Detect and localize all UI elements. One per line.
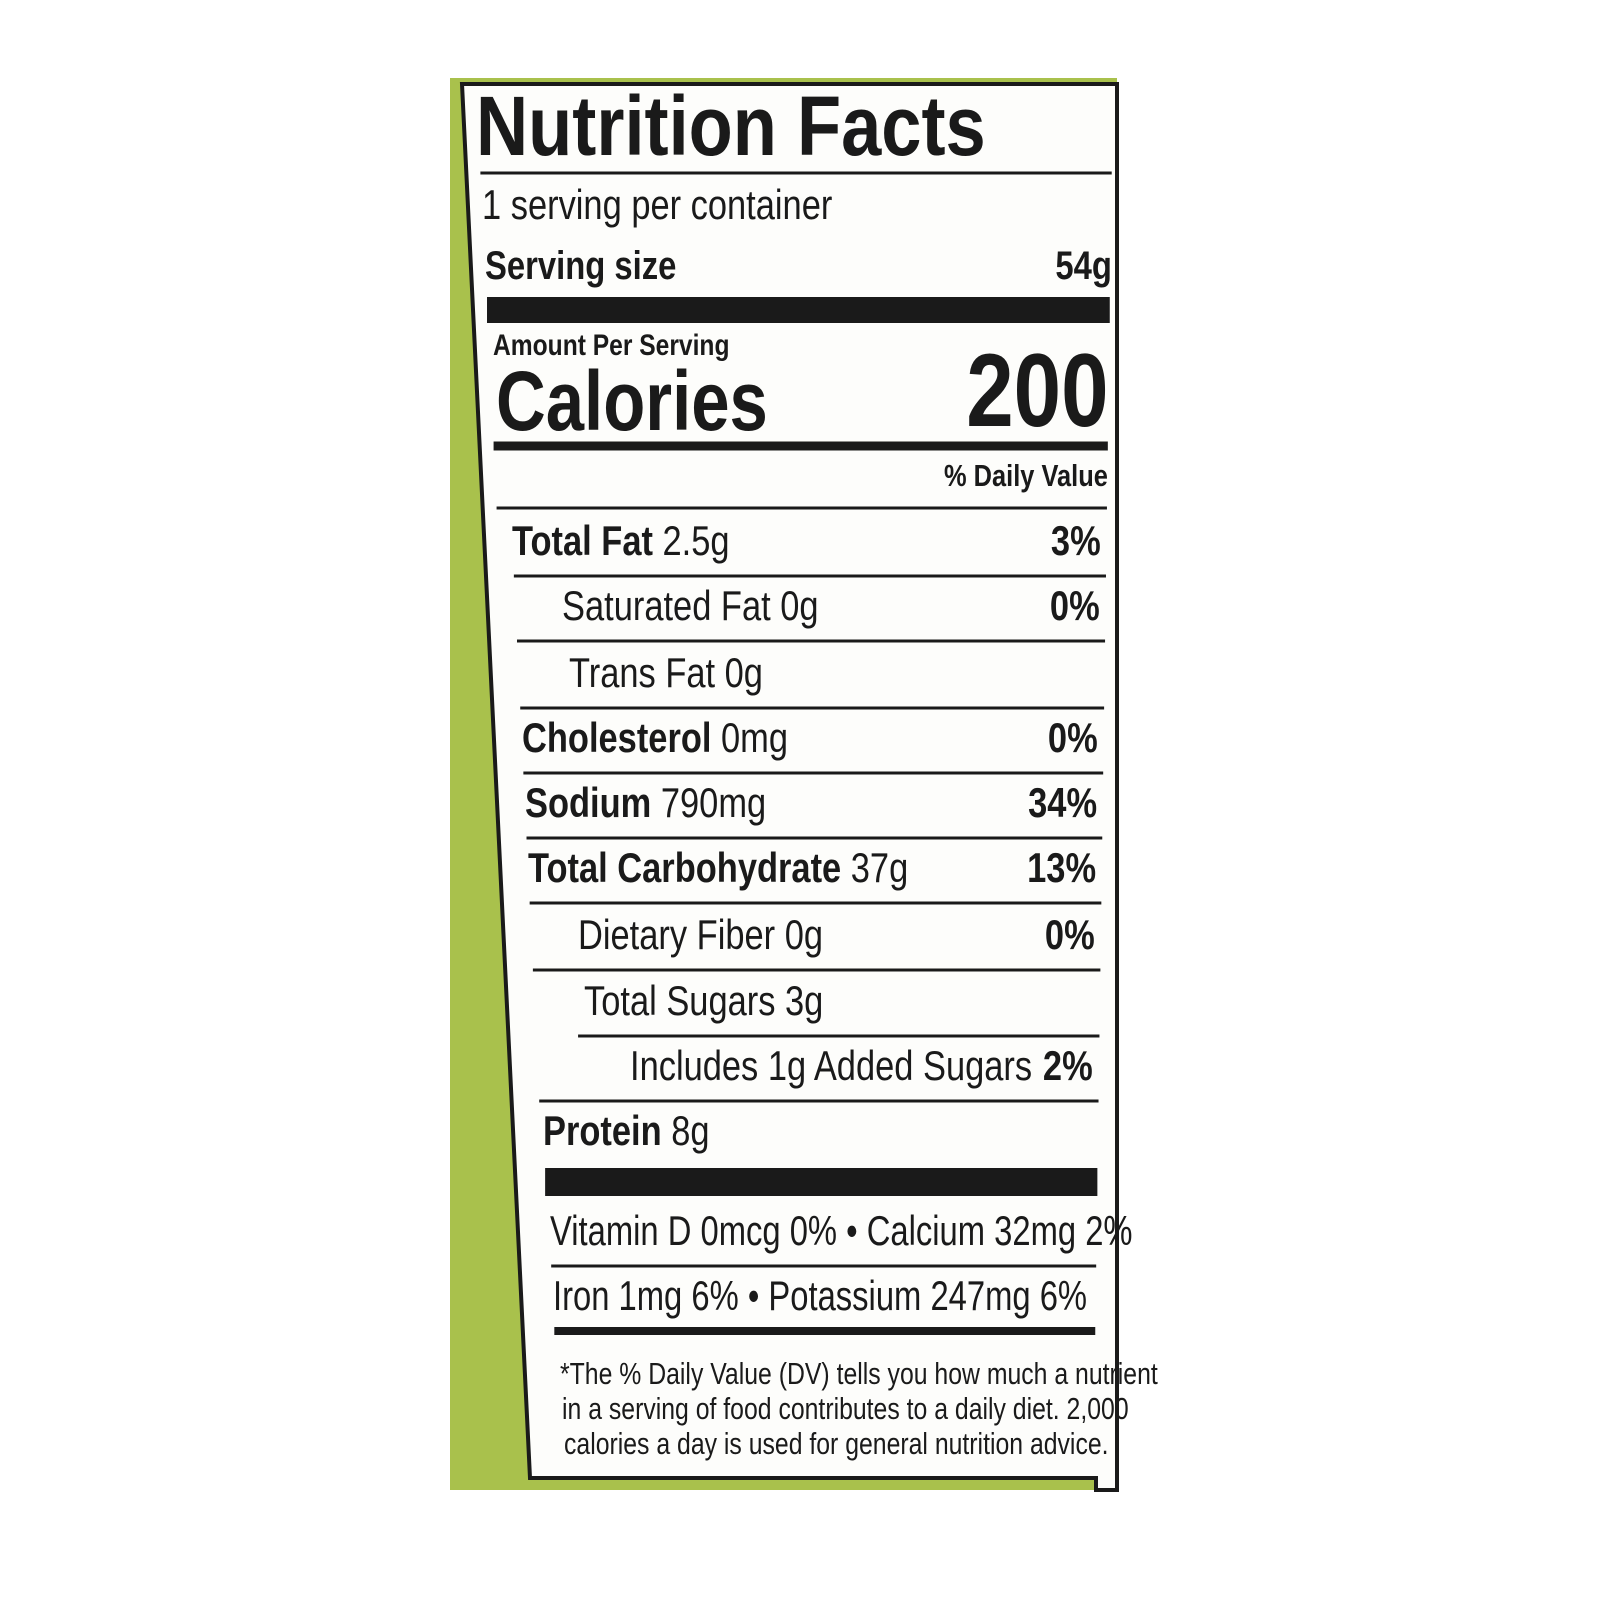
label-background [459,82,1119,1492]
serving-size: 54g [1055,244,1113,288]
dv-header: % Daily Value [943,457,1108,493]
nutrient-dv: 0% [1049,581,1100,629]
nutrient-amount: 8g [670,1106,710,1154]
vitamin-line: Vitamin D 0mcg 0% • Calcium 32mg 2% [549,1206,1133,1254]
vitamin-line: Iron 1mg 6% • Potassium 247mg 6% [552,1271,1087,1319]
nutrient-name: Total Fat 2.5g [512,516,730,564]
nutrient-amount: 37g [850,843,909,891]
nutrient-name: Dietary Fiber 0g [578,910,824,958]
calories-label: Calories [495,353,768,448]
nutrient-name: Total Sugars 3g [584,976,824,1024]
nutrient-name: Total Carbohydrate 37g [528,843,909,891]
nutrient-name: Sodium 790mg [524,778,767,826]
calories: 200 [966,332,1109,449]
footnote-line: calories a day is used for general nutri… [563,1425,1109,1461]
nutrient-dv: 0% [1045,910,1095,958]
nutrient-amount: 790mg [660,778,767,826]
servings: 1 serving per container [482,180,833,228]
nutrient-name: Saturated Fat 0g [562,581,819,629]
footnote-line: *The % Daily Value (DV) tells you how mu… [560,1355,1159,1391]
nutrient-dv: 2% [1043,1041,1093,1089]
nutrient-amount: 0mg [720,713,788,761]
nutrient-dv: 3% [1050,516,1101,564]
nutrient-name: Cholesterol 0mg [521,713,788,761]
serving-size-label: Serving size [484,244,677,288]
nutrient-dv: 13% [1026,843,1096,891]
title: Nutrition Facts [476,78,987,173]
footnote-line: in a serving of food contributes to a da… [562,1390,1129,1426]
nutrient-dv: 34% [1027,778,1097,826]
amount-per-serving: Amount Per Serving [492,328,730,362]
nutrient-dv: 0% [1047,713,1098,761]
nutrient-name: Includes 1g Added Sugars [629,1041,1032,1089]
nutrient-amount: 2.5g [662,516,730,564]
nutrient-name: Protein 8g [542,1106,710,1154]
nutrient-name: Trans Fat 0g [568,648,763,696]
